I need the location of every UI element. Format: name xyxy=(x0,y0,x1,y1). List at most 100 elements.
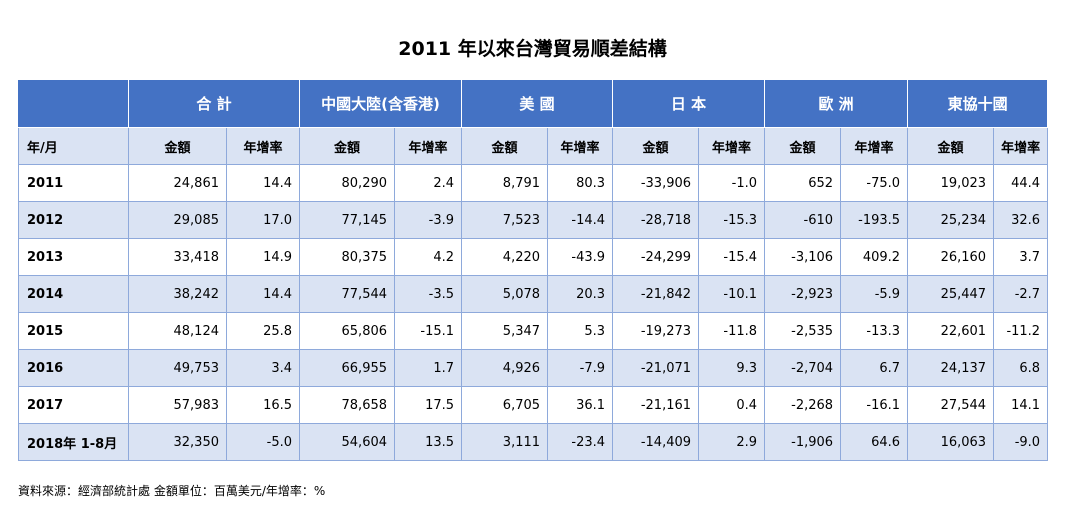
growth-cell: 14.4 xyxy=(225,164,301,202)
year-cell: 2018年 1-8月 xyxy=(18,423,129,461)
amount-cell: 6,705 xyxy=(461,386,549,424)
growth-cell: -3.9 xyxy=(394,201,463,239)
amount-header: 金額 xyxy=(764,127,842,165)
growth-cell: -7.9 xyxy=(547,349,614,387)
amount-cell: 29,085 xyxy=(128,201,227,239)
growth-cell: 6.7 xyxy=(840,349,909,387)
region-header-total: 合 計 xyxy=(127,79,301,128)
growth-cell: -14.4 xyxy=(547,201,614,239)
growth-cell: 32.6 xyxy=(993,201,1049,239)
growth-cell: 44.4 xyxy=(993,164,1049,202)
amount-cell: -2,704 xyxy=(764,349,842,387)
growth-cell: 0.4 xyxy=(698,386,766,424)
year-cell: 2011 xyxy=(18,164,129,202)
amount-cell: -33,906 xyxy=(612,164,700,202)
amount-cell: 57,983 xyxy=(128,386,227,424)
amount-cell: 25,447 xyxy=(907,275,995,313)
growth-header: 年增率 xyxy=(840,127,909,165)
amount-cell: 7,523 xyxy=(461,201,549,239)
growth-cell: -3.5 xyxy=(394,275,463,313)
amount-cell: -19,273 xyxy=(612,312,700,350)
amount-cell: 27,544 xyxy=(907,386,995,424)
amount-cell: -3,106 xyxy=(764,238,842,276)
growth-cell: -15.4 xyxy=(698,238,766,276)
growth-cell: 16.5 xyxy=(225,386,301,424)
amount-cell: 24,137 xyxy=(907,349,995,387)
year-cell: 2016 xyxy=(18,349,129,387)
amount-cell: 49,753 xyxy=(128,349,227,387)
growth-cell: -5.9 xyxy=(840,275,909,313)
growth-cell: 14.9 xyxy=(225,238,301,276)
sub-header-row: 年/月 金額 年增率 金額 年增率 金額 年增率 金額 年增率 金額 年增率 金… xyxy=(18,127,1049,165)
amount-cell: -28,718 xyxy=(612,201,700,239)
amount-cell: 3,111 xyxy=(461,423,549,461)
region-header-row: 合 計 中國大陸(含香港) 美 國 日 本 歐 洲 東協十國 xyxy=(18,79,1049,128)
growth-cell: -75.0 xyxy=(840,164,909,202)
amount-cell: -24,299 xyxy=(612,238,700,276)
amount-cell: -2,268 xyxy=(764,386,842,424)
growth-cell: -11.8 xyxy=(698,312,766,350)
growth-cell: -1.0 xyxy=(698,164,766,202)
amount-cell: 77,145 xyxy=(299,201,396,239)
year-cell: 2017 xyxy=(18,386,129,424)
amount-cell: -1,906 xyxy=(764,423,842,461)
amount-cell: 33,418 xyxy=(128,238,227,276)
growth-cell: -11.2 xyxy=(993,312,1049,350)
growth-cell: -10.1 xyxy=(698,275,766,313)
growth-cell: 17.0 xyxy=(225,201,301,239)
growth-cell: 17.5 xyxy=(394,386,463,424)
growth-cell: 1.7 xyxy=(394,349,463,387)
amount-cell: 80,290 xyxy=(299,164,396,202)
growth-cell: -2.7 xyxy=(993,275,1049,313)
growth-cell: 64.6 xyxy=(840,423,909,461)
amount-cell: 22,601 xyxy=(907,312,995,350)
year-cell: 2013 xyxy=(18,238,129,276)
amount-cell: 54,604 xyxy=(299,423,396,461)
amount-cell: -610 xyxy=(764,201,842,239)
region-header-japan: 日 本 xyxy=(612,79,766,128)
growth-cell: 409.2 xyxy=(840,238,909,276)
growth-cell: -193.5 xyxy=(840,201,909,239)
growth-cell: -5.0 xyxy=(225,423,301,461)
growth-cell: 3.7 xyxy=(993,238,1049,276)
amount-cell: 4,926 xyxy=(461,349,549,387)
corner-cell xyxy=(18,79,129,128)
amount-header: 金額 xyxy=(128,127,227,165)
growth-cell: 3.4 xyxy=(225,349,301,387)
amount-cell: 80,375 xyxy=(299,238,396,276)
growth-cell: -23.4 xyxy=(547,423,614,461)
amount-cell: 16,063 xyxy=(907,423,995,461)
growth-header: 年增率 xyxy=(225,127,301,165)
amount-header: 金額 xyxy=(612,127,700,165)
growth-cell: -9.0 xyxy=(993,423,1049,461)
amount-cell: 4,220 xyxy=(461,238,549,276)
growth-cell: 36.1 xyxy=(547,386,614,424)
year-month-header: 年/月 xyxy=(18,127,129,165)
year-cell: 2015 xyxy=(18,312,129,350)
growth-cell: -15.3 xyxy=(698,201,766,239)
table-row: 2018年 1-8月 32,350 -5.0 54,604 13.5 3,111 -23.4… xyxy=(18,423,1049,461)
amount-cell: 65,806 xyxy=(299,312,396,350)
amount-cell: 38,242 xyxy=(128,275,227,313)
growth-header: 年增率 xyxy=(394,127,463,165)
table-row: 2017 57,983 16.5 78,658 17.5 6,705 36.1 -21,161… xyxy=(18,386,1049,424)
amount-cell: -21,071 xyxy=(612,349,700,387)
growth-cell: 14.4 xyxy=(225,275,301,313)
amount-cell: 5,347 xyxy=(461,312,549,350)
amount-cell: -21,842 xyxy=(612,275,700,313)
region-header-china-hk: 中國大陸(含香港) xyxy=(299,79,463,128)
year-cell: 2012 xyxy=(18,201,129,239)
amount-cell: -21,161 xyxy=(612,386,700,424)
growth-cell: -13.3 xyxy=(840,312,909,350)
growth-header: 年增率 xyxy=(547,127,614,165)
amount-cell: 26,160 xyxy=(907,238,995,276)
growth-cell: 2.4 xyxy=(394,164,463,202)
amount-header: 金額 xyxy=(299,127,396,165)
amount-cell: 19,023 xyxy=(907,164,995,202)
amount-cell: 66,955 xyxy=(299,349,396,387)
table-row: 2012 29,085 17.0 77,145 -3.9 7,523 -14.4 -28,71… xyxy=(18,201,1049,239)
table-body: 2011 24,861 14.4 80,290 2.4 8,791 80.3 -33,906-… xyxy=(18,164,1049,461)
growth-cell: 5.3 xyxy=(547,312,614,350)
amount-cell: -2,535 xyxy=(764,312,842,350)
amount-cell: 78,658 xyxy=(299,386,396,424)
